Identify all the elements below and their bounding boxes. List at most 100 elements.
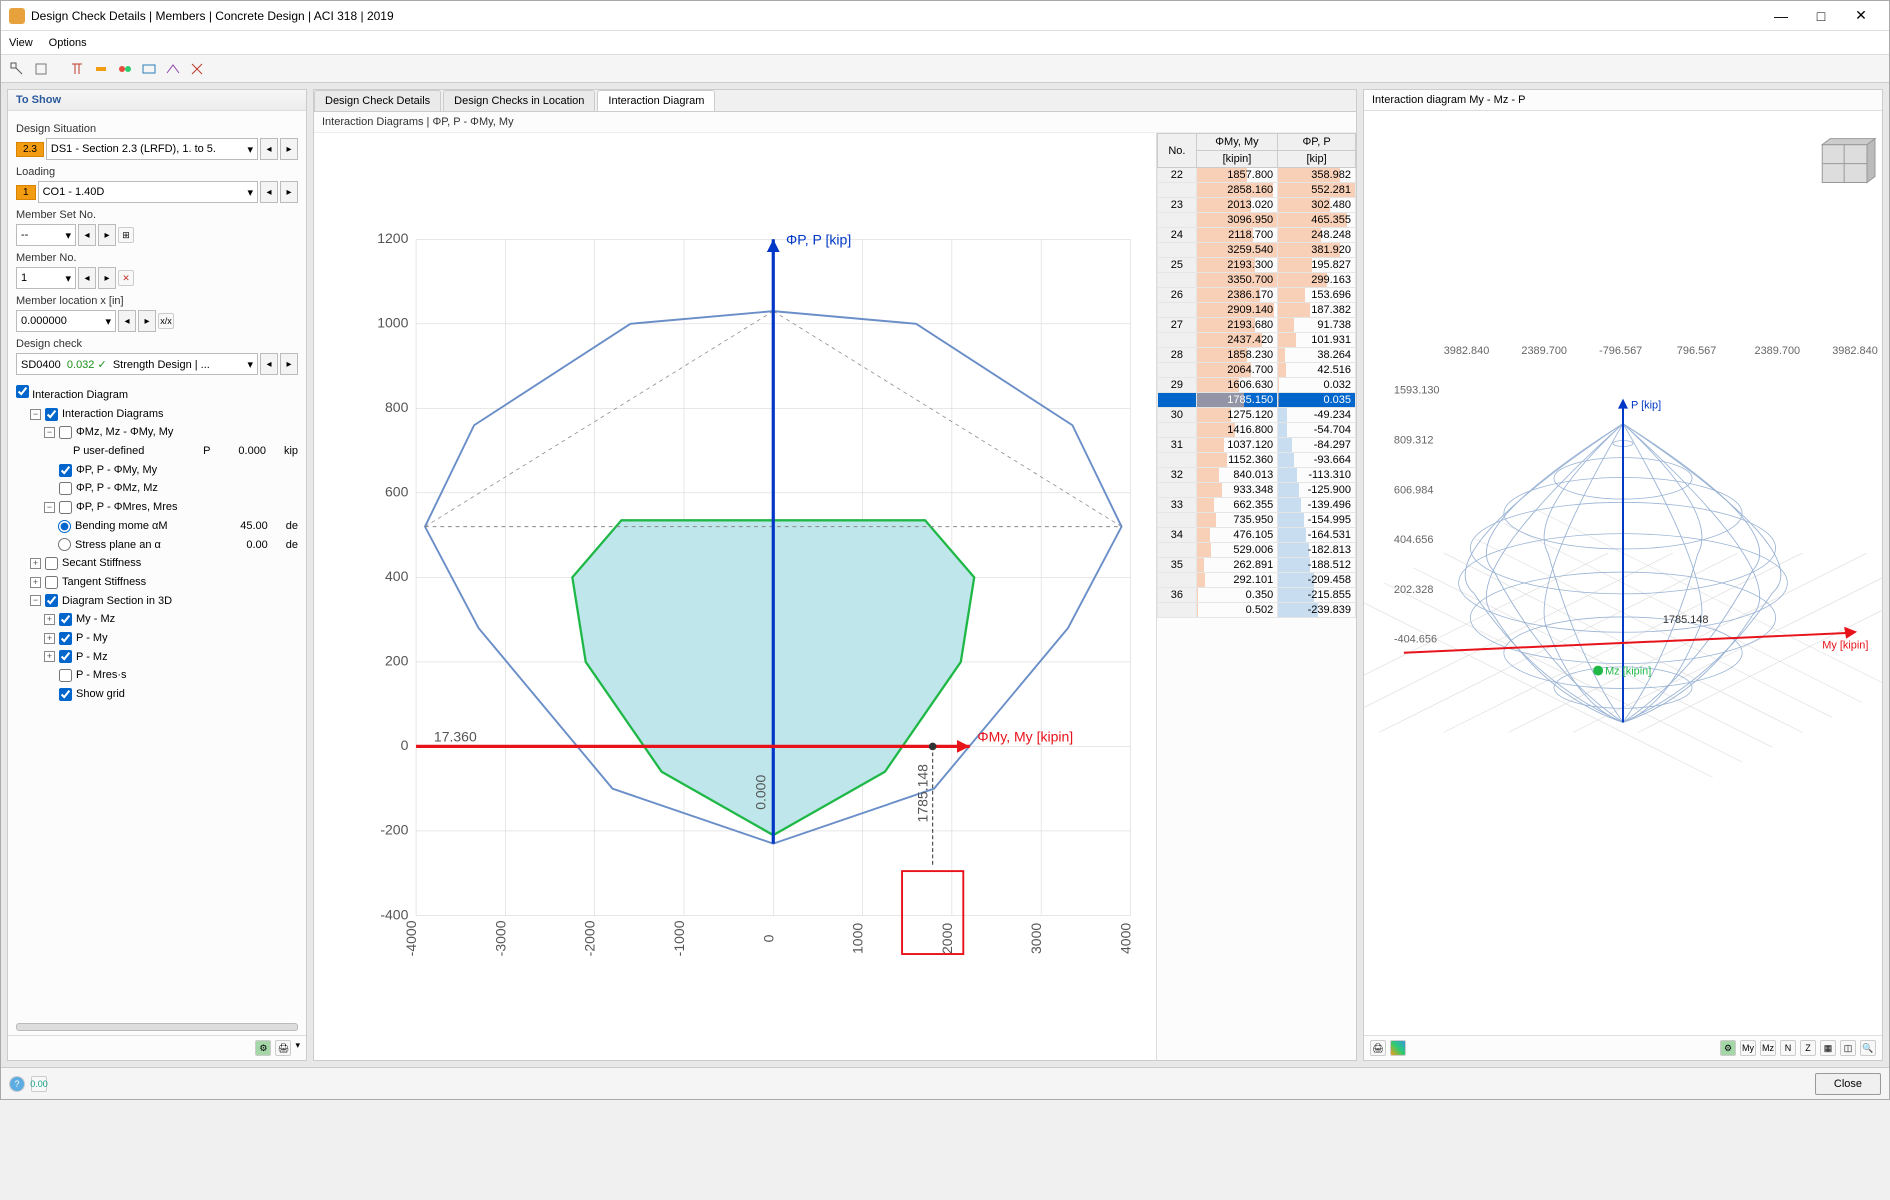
tree-3[interactable]: ΦP, P - ΦMz, Mz bbox=[76, 479, 158, 498]
cb-3[interactable] bbox=[59, 482, 72, 495]
footer-units-icon[interactable]: 0.00 bbox=[31, 1076, 47, 1092]
tab-interaction-diagram[interactable]: Interaction Diagram bbox=[597, 90, 715, 111]
exp-6[interactable]: + bbox=[30, 577, 41, 588]
cb-7c[interactable] bbox=[59, 650, 72, 663]
ml-next[interactable]: ▸ bbox=[138, 310, 156, 332]
left-footer: ⚙ 🖨 ▾ bbox=[8, 1035, 306, 1060]
tb-2[interactable] bbox=[31, 59, 51, 79]
maximize-button[interactable]: □ bbox=[1801, 2, 1841, 30]
exp-7c[interactable]: + bbox=[44, 651, 55, 662]
ms-prev[interactable]: ◂ bbox=[78, 224, 96, 246]
tb-4[interactable] bbox=[91, 59, 111, 79]
tree-5[interactable]: Secant Stiffness bbox=[62, 554, 141, 573]
close-button-footer[interactable]: Close bbox=[1815, 1073, 1881, 1095]
right-print-icon[interactable]: 🖨 bbox=[1370, 1040, 1386, 1056]
memberset-combo[interactable]: -- ▾ ◂ ▸ ⊞ bbox=[16, 224, 298, 246]
cb-7d[interactable] bbox=[59, 669, 72, 682]
tab-design-check-details[interactable]: Design Check Details bbox=[314, 90, 441, 111]
minimize-button[interactable]: — bbox=[1761, 2, 1801, 30]
ms-pick-icon[interactable]: ⊞ bbox=[118, 227, 134, 243]
right-z-icon[interactable]: Z bbox=[1800, 1040, 1816, 1056]
close-button[interactable]: ✕ bbox=[1841, 2, 1881, 30]
rb-4b[interactable] bbox=[58, 538, 71, 551]
cb-5[interactable] bbox=[45, 557, 58, 570]
tb-3[interactable] bbox=[67, 59, 87, 79]
tb-1[interactable] bbox=[7, 59, 27, 79]
loading-next[interactable]: ▸ bbox=[280, 181, 298, 203]
tree-7c[interactable]: P - Mz bbox=[76, 648, 108, 667]
tree-2[interactable]: ΦP, P - ΦMy, My bbox=[76, 461, 157, 480]
tree-1[interactable]: ΦMz, Mz - ΦMy, My bbox=[76, 423, 173, 442]
ds-prev[interactable]: ◂ bbox=[260, 138, 278, 160]
exp-7[interactable]: − bbox=[30, 595, 41, 606]
tree-7[interactable]: Diagram Section in 3D bbox=[62, 592, 172, 611]
right-cube-icon[interactable]: ◫ bbox=[1840, 1040, 1856, 1056]
cb-7[interactable] bbox=[45, 594, 58, 607]
loading-prev[interactable]: ◂ bbox=[260, 181, 278, 203]
mn-prev[interactable]: ◂ bbox=[78, 267, 96, 289]
ms-next[interactable]: ▸ bbox=[98, 224, 116, 246]
cb-7b[interactable] bbox=[59, 632, 72, 645]
tree-0[interactable]: Interaction Diagrams bbox=[62, 405, 164, 424]
cb-1[interactable] bbox=[59, 426, 72, 439]
tree-4[interactable]: ΦP, P - ΦMres, Mres bbox=[76, 498, 178, 517]
tb-8[interactable] bbox=[187, 59, 207, 79]
rb-4a[interactable] bbox=[58, 520, 71, 533]
dc-prev[interactable]: ◂ bbox=[260, 353, 278, 375]
interaction-checkbox[interactable] bbox=[16, 385, 29, 398]
exp-0[interactable]: − bbox=[30, 409, 41, 420]
right-my-icon[interactable]: My bbox=[1740, 1040, 1756, 1056]
tb-5[interactable] bbox=[115, 59, 135, 79]
left-settings-icon[interactable]: ⚙ bbox=[255, 1040, 271, 1056]
exp-7b[interactable]: + bbox=[44, 633, 55, 644]
mn-next[interactable]: ▸ bbox=[98, 267, 116, 289]
svg-text:-404.656: -404.656 bbox=[1394, 634, 1437, 646]
right-n-icon[interactable]: N bbox=[1780, 1040, 1796, 1056]
right-search-icon[interactable]: 🔍 bbox=[1860, 1040, 1876, 1056]
tb-6[interactable] bbox=[139, 59, 159, 79]
svg-text:-1000: -1000 bbox=[671, 920, 687, 956]
right-grid-icon[interactable]: ▦ bbox=[1820, 1040, 1836, 1056]
exp-5[interactable]: + bbox=[30, 558, 41, 569]
exp-1[interactable]: − bbox=[44, 427, 55, 438]
tree-6[interactable]: Tangent Stiffness bbox=[62, 573, 146, 592]
cb-7a[interactable] bbox=[59, 613, 72, 626]
menu-options[interactable]: Options bbox=[49, 37, 87, 49]
loading-combo[interactable]: 1 CO1 - 1.40D▾ ◂ ▸ bbox=[16, 181, 298, 203]
ml-prev[interactable]: ◂ bbox=[118, 310, 136, 332]
right-3d-view[interactable]: P [kip]My [kipin]Mz [kipin]1785.1483982.… bbox=[1364, 111, 1882, 1035]
svg-text:202.328: 202.328 bbox=[1394, 584, 1434, 596]
left-print-icon[interactable]: 🖨 bbox=[275, 1040, 291, 1056]
exp-7a[interactable]: + bbox=[44, 614, 55, 625]
designcheck-combo[interactable]: SD0400 0.032 ✓ Strength Design | ...▾ ◂ … bbox=[16, 353, 298, 375]
tab-design-checks-location[interactable]: Design Checks in Location bbox=[443, 90, 595, 111]
memberno-combo[interactable]: 1▾ ◂ ▸ ✕ bbox=[16, 267, 298, 289]
tree-7a[interactable]: My - Mz bbox=[76, 610, 115, 629]
right-colors-icon[interactable] bbox=[1390, 1040, 1406, 1056]
right-mz-icon[interactable]: Mz bbox=[1760, 1040, 1776, 1056]
cb-0[interactable] bbox=[45, 408, 58, 421]
cb-2[interactable] bbox=[59, 464, 72, 477]
right-view-icon[interactable]: ⚙ bbox=[1720, 1040, 1736, 1056]
center-panel: Design Check Details Design Checks in Lo… bbox=[313, 89, 1357, 1061]
mn-pick-icon[interactable]: ✕ bbox=[118, 270, 134, 286]
h-scrollbar[interactable] bbox=[16, 1023, 298, 1031]
tree-7e[interactable]: Show grid bbox=[76, 685, 125, 704]
cb-4[interactable] bbox=[59, 501, 72, 514]
memberloc-combo[interactable]: 0.000000▾ ◂ ▸ x/x bbox=[16, 310, 298, 332]
ml-xx-icon[interactable]: x/x bbox=[158, 313, 174, 329]
dc-next[interactable]: ▸ bbox=[280, 353, 298, 375]
cb-6[interactable] bbox=[45, 576, 58, 589]
tree-7d[interactable]: P - Mres·s bbox=[76, 666, 127, 685]
tree: −Interaction Diagrams −ΦMz, Mz - ΦMy, My… bbox=[16, 405, 298, 704]
design-situation-combo[interactable]: 2.3 DS1 - Section 2.3 (LRFD), 1. to 5.▾ … bbox=[16, 138, 298, 160]
tree-7b[interactable]: P - My bbox=[76, 629, 108, 648]
menu-view[interactable]: View bbox=[9, 37, 33, 49]
ds-next[interactable]: ▸ bbox=[280, 138, 298, 160]
cb-7e[interactable] bbox=[59, 688, 72, 701]
tb-7[interactable] bbox=[163, 59, 183, 79]
exp-4[interactable]: − bbox=[44, 502, 55, 513]
loading-badge: 1 bbox=[16, 185, 36, 200]
memberloc-label: Member location x [in] bbox=[16, 295, 298, 307]
footer-help-icon[interactable]: ? bbox=[9, 1076, 25, 1092]
